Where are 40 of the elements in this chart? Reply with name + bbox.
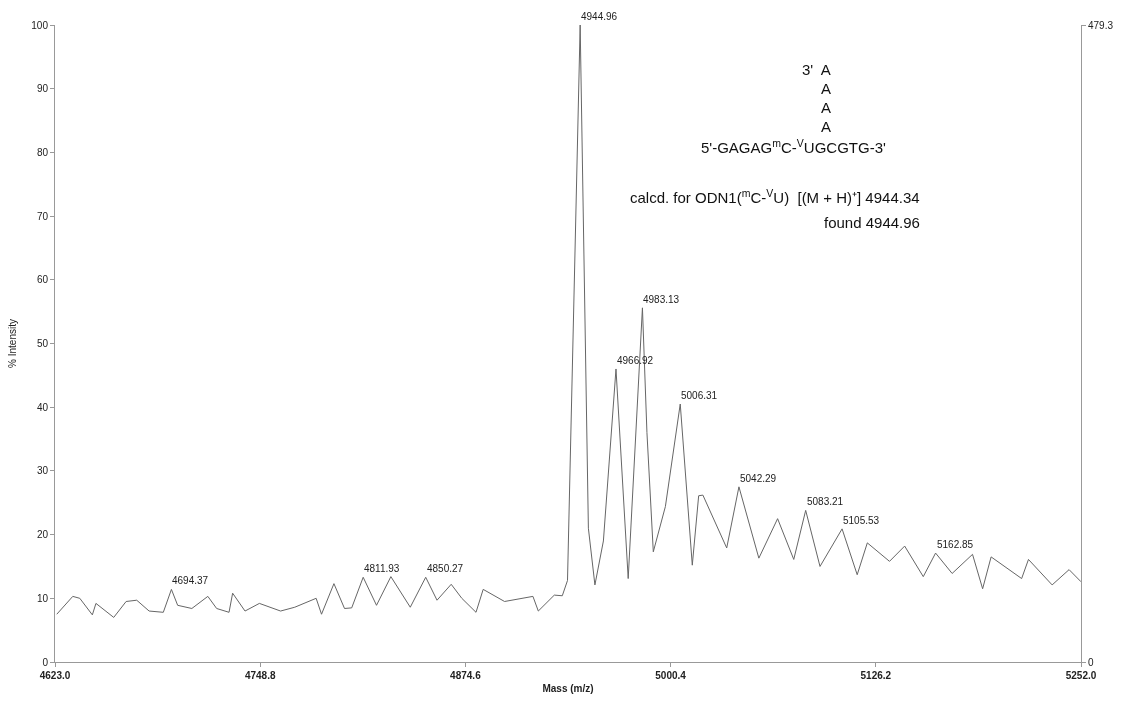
annotation: 4694.37 bbox=[172, 575, 209, 586]
y2-tick-label: 479.3 bbox=[1088, 19, 1114, 31]
y-tick-label: 10 bbox=[36, 592, 49, 604]
x-tick-label: 5126.2 bbox=[860, 670, 892, 681]
annotation: 5105.53 bbox=[843, 515, 880, 526]
y-tick-label: 0 bbox=[42, 656, 49, 668]
annotation: 4966.92 bbox=[617, 355, 654, 366]
annotation: 5162.85 bbox=[937, 539, 974, 550]
annotation: 5042.29 bbox=[740, 473, 777, 484]
y-axis-title: % Intensity bbox=[7, 319, 19, 368]
y-tick-label: 50 bbox=[36, 338, 49, 349]
annotation: A bbox=[821, 99, 832, 116]
annotation: 4944.96 bbox=[581, 11, 618, 22]
y-tick-label: 70 bbox=[36, 210, 49, 222]
annotation: 4850.27 bbox=[427, 563, 464, 574]
y-tick-label: 90 bbox=[36, 83, 49, 95]
annotation: A bbox=[821, 80, 832, 97]
x-tick-label: 4748.8 bbox=[244, 670, 276, 681]
y-tick-label: 40 bbox=[36, 401, 49, 413]
annotation: calcd. for ODN1($^{m}$C-$^{V}$U) [(M + H)⁺] 4944.34 bbox=[630, 187, 920, 207]
annotation: 3' A bbox=[802, 61, 831, 78]
y-tick-label: 100 bbox=[31, 19, 49, 31]
x-tick-label: 5000.4 bbox=[655, 670, 687, 681]
y-tick-label: 80 bbox=[36, 146, 49, 158]
annotation: 5083.21 bbox=[807, 496, 844, 507]
annotation: 5'-GAGAG$^{m}$C-$^{V}$UGCGTG-3' bbox=[701, 137, 886, 157]
annotation: A bbox=[821, 118, 832, 135]
annotation: found 4944.96 bbox=[824, 214, 920, 231]
x-tick-label: 4623.0 bbox=[39, 670, 71, 681]
annotation: 4983.13 bbox=[643, 294, 680, 305]
line-series bbox=[56, 25, 1081, 618]
y2-tick-label: 0 bbox=[1088, 656, 1094, 668]
x-tick-label: 5252.0 bbox=[1065, 670, 1097, 681]
x-axis-title: Mass (m/z) bbox=[542, 682, 594, 694]
x-tick-label: 4874.6 bbox=[450, 670, 482, 681]
y-tick-label: 20 bbox=[36, 529, 49, 541]
annotation: 5006.31 bbox=[681, 390, 718, 401]
y-tick-label: 30 bbox=[36, 465, 49, 477]
annotation: 4811.93 bbox=[364, 563, 400, 574]
y-tick-label: 60 bbox=[36, 274, 49, 286]
